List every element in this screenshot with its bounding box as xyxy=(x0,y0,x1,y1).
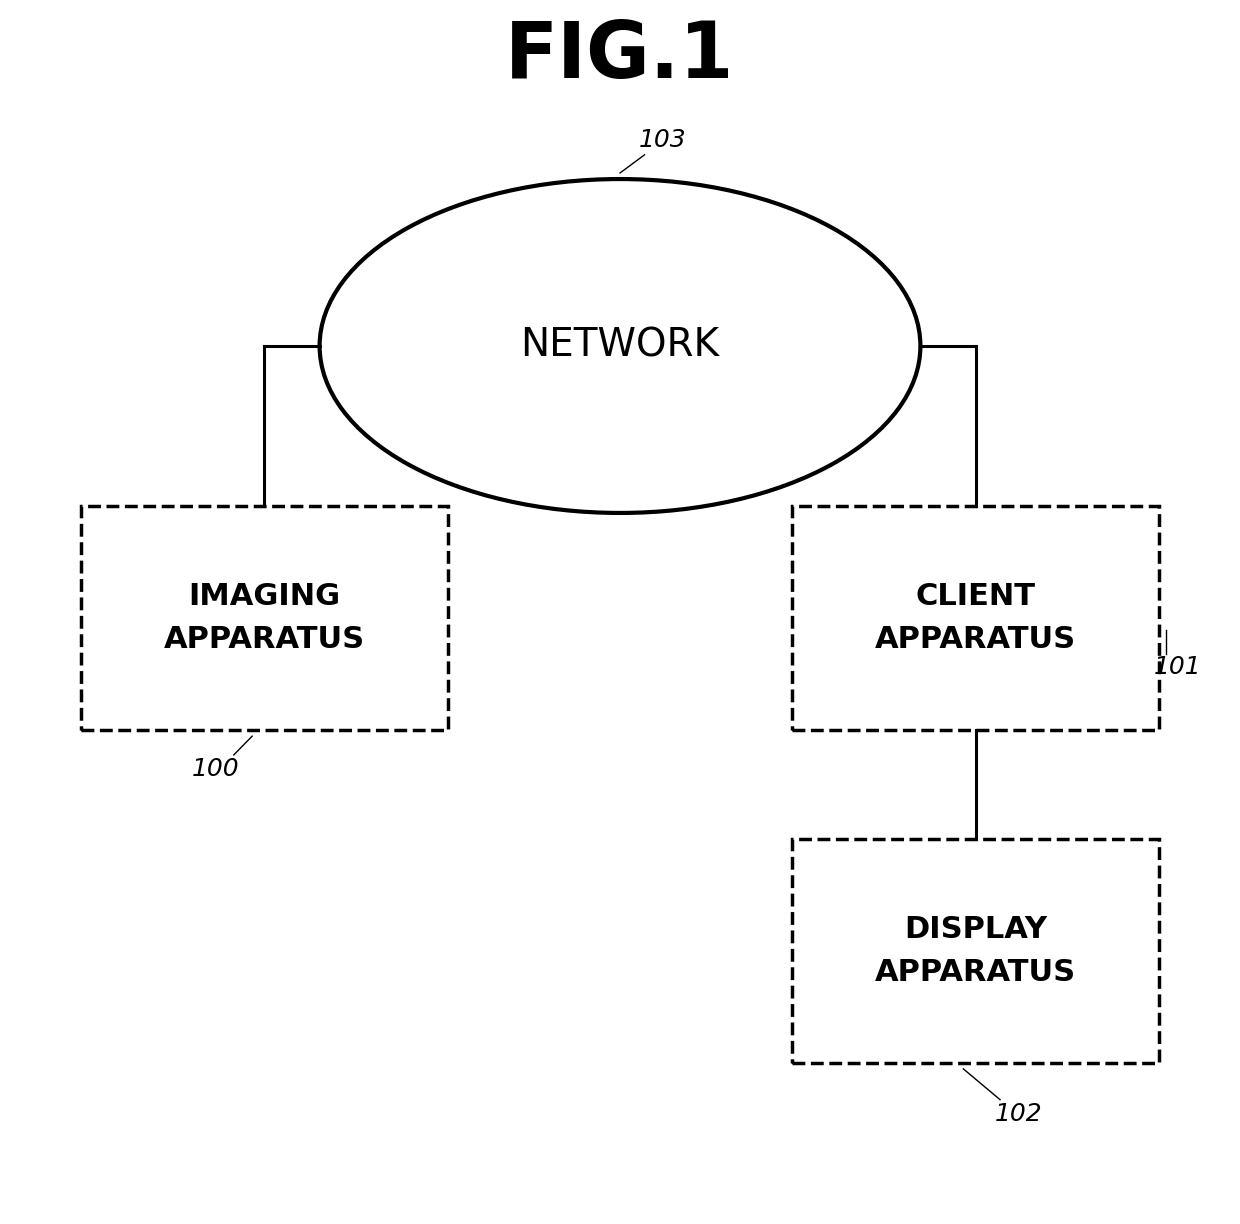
Text: NETWORK: NETWORK xyxy=(521,327,719,365)
Text: IMAGING
APPARATUS: IMAGING APPARATUS xyxy=(164,583,365,654)
Text: CLIENT
APPARATUS: CLIENT APPARATUS xyxy=(875,583,1076,654)
Bar xyxy=(791,838,1159,1062)
Bar xyxy=(81,507,449,730)
Bar xyxy=(791,507,1159,730)
Text: DISPLAY
APPARATUS: DISPLAY APPARATUS xyxy=(875,916,1076,987)
Text: 101: 101 xyxy=(1154,655,1202,678)
Text: FIG.1: FIG.1 xyxy=(506,17,734,94)
Text: 100: 100 xyxy=(191,758,239,781)
Text: 103: 103 xyxy=(639,129,687,152)
Text: 102: 102 xyxy=(994,1103,1043,1126)
